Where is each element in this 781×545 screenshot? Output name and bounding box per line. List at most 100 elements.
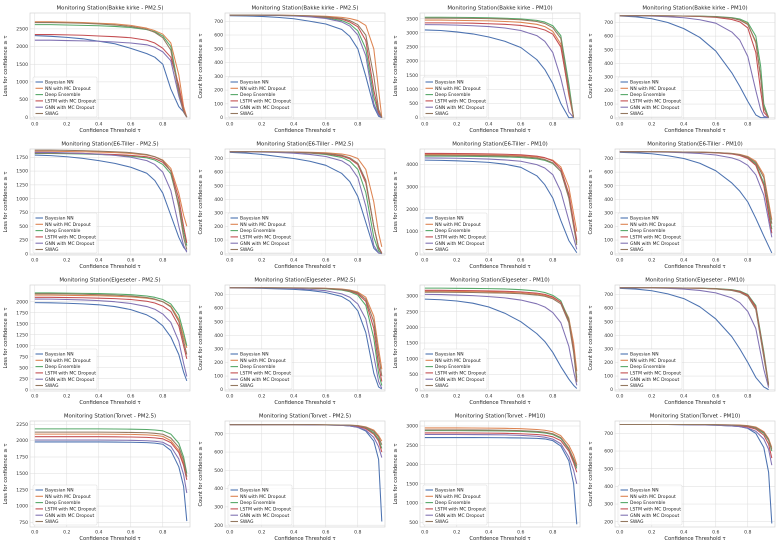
x-axis-label: Confidence Threshold τ bbox=[469, 128, 530, 134]
legend-label: Bayesian NN bbox=[240, 80, 269, 86]
legend-label: LSTM with MC Dropout bbox=[630, 99, 681, 105]
x-tick-label: 0.2 bbox=[63, 530, 70, 536]
legend-label: SWAG bbox=[435, 111, 449, 117]
y-tick-label: 700 bbox=[214, 431, 223, 437]
y-axis-label: Count for confidence ≥ τ bbox=[588, 33, 594, 98]
series-line-lstm-with-mc-dropout bbox=[34, 436, 188, 481]
chart-title: Monitoring Station(Elgeseter - PM10) bbox=[645, 278, 744, 284]
legend-label: Bayesian NN bbox=[435, 216, 464, 222]
y-tick-label: 200 bbox=[604, 88, 613, 94]
legend-label: Deep Ensemble bbox=[630, 228, 666, 234]
y-tick-label: 100 bbox=[604, 102, 613, 108]
legend-label: SWAG bbox=[435, 519, 449, 525]
x-tick-label: 0.2 bbox=[258, 530, 265, 536]
y-tick-label: 2500 bbox=[406, 309, 418, 315]
x-tick-label: 0.0 bbox=[421, 530, 428, 536]
legend-label: NN with MC Dropout bbox=[435, 494, 481, 500]
x-tick-label: 0.6 bbox=[712, 258, 719, 264]
y-tick-label: 3000 bbox=[406, 30, 418, 36]
series-line-nn-with-mc-dropout bbox=[34, 150, 188, 227]
legend-label: SWAG bbox=[435, 383, 449, 389]
x-tick-label: 0.6 bbox=[322, 122, 329, 128]
y-tick-label: 1000 bbox=[16, 343, 28, 349]
chart-title: Monitoring Station(Torvet - PM10) bbox=[650, 414, 741, 420]
y-tick-label: 1000 bbox=[16, 196, 28, 202]
chart-panel-10: 0.0 0.2 0.4 0.6 0.8 0 100 200 300 400 500 600 700 Mon… bbox=[198, 278, 386, 406]
y-tick-label: 500 bbox=[604, 47, 613, 53]
y-tick-label: 500 bbox=[19, 224, 28, 230]
legend-label: SWAG bbox=[240, 519, 254, 525]
y-tick-label: 600 bbox=[604, 170, 613, 176]
legend-label: GNN with MC Dropout bbox=[240, 105, 290, 111]
legend-label: Deep Ensemble bbox=[45, 500, 81, 506]
x-axis-label: Confidence Threshold τ bbox=[469, 536, 530, 542]
legend-label: LSTM with MC Dropout bbox=[630, 235, 681, 241]
series-line-lstm-with-mc-dropout bbox=[34, 34, 188, 118]
x-tick-label: 0.8 bbox=[744, 122, 751, 128]
x-axis-label: Confidence Threshold τ bbox=[79, 400, 140, 406]
legend-box bbox=[227, 212, 293, 254]
legend-label: Deep Ensemble bbox=[45, 228, 81, 234]
y-tick-label: 1750 bbox=[16, 310, 28, 316]
y-tick-label: 100 bbox=[214, 374, 223, 380]
y-axis-label: Loss for confidence ≥ τ bbox=[393, 444, 399, 505]
legend-box bbox=[32, 348, 98, 390]
y-tick-label: 300 bbox=[214, 74, 223, 80]
series-line-swag bbox=[229, 151, 383, 254]
series-line-swag bbox=[34, 431, 188, 477]
legend-label: LSTM with MC Dropout bbox=[240, 235, 291, 241]
x-tick-label: 0.6 bbox=[517, 258, 524, 264]
series-line-lstm-with-mc-dropout bbox=[424, 22, 575, 118]
y-axis-label: Count for confidence ≥ τ bbox=[198, 169, 204, 234]
series-line-lstm-with-mc-dropout bbox=[34, 296, 188, 360]
series-line-nn-with-mc-dropout bbox=[424, 154, 578, 232]
legend-label: Bayesian NN bbox=[240, 488, 269, 494]
legend-label: NN with MC Dropout bbox=[240, 358, 286, 364]
x-tick-label: 0.0 bbox=[31, 258, 38, 264]
y-tick-label: 300 bbox=[604, 346, 613, 352]
y-axis-label: Loss for confidence ≥ τ bbox=[393, 172, 399, 233]
x-tick-label: 0.8 bbox=[159, 394, 166, 400]
y-axis-label: Count for confidence ≥ τ bbox=[198, 305, 204, 370]
chart-panel-12: 0.0 0.2 0.4 0.6 0.8 0 100 200 300 400 500 600 700 Mon… bbox=[588, 278, 776, 406]
x-tick-label: 0.8 bbox=[354, 258, 361, 264]
y-tick-label: 400 bbox=[604, 61, 613, 67]
legend-label: SWAG bbox=[45, 111, 59, 117]
y-tick-label: 600 bbox=[214, 33, 223, 39]
y-tick-label: 1500 bbox=[16, 62, 28, 68]
chart-title: Monitoring Station(Bakke kirke - PM2.5) bbox=[57, 6, 164, 12]
legend-box bbox=[617, 76, 683, 118]
y-tick-label: 1750 bbox=[16, 155, 28, 161]
x-axis-label: Confidence Threshold τ bbox=[664, 128, 725, 134]
series-line-deep-ensemble bbox=[34, 428, 188, 474]
legend-box bbox=[32, 76, 98, 118]
x-tick-label: 0.0 bbox=[616, 394, 623, 400]
legend-label: NN with MC Dropout bbox=[630, 494, 676, 500]
y-tick-label: 400 bbox=[214, 60, 223, 66]
x-axis-label: Confidence Threshold τ bbox=[79, 264, 140, 270]
chart-title: Monitoring Station(Torvet - PM2.5) bbox=[64, 414, 156, 420]
y-tick-label: 500 bbox=[214, 468, 223, 474]
y-axis-label: Count for confidence ≥ τ bbox=[588, 305, 594, 370]
chart-panel-6: 0.0 0.2 0.4 0.6 0.8 0 100 200 300 400 500 600 700 Mon… bbox=[198, 142, 386, 270]
legend-label: Bayesian NN bbox=[45, 216, 74, 222]
y-tick-label: 0 bbox=[610, 251, 613, 257]
y-tick-label: 0 bbox=[25, 387, 28, 393]
legend-label: NN with MC Dropout bbox=[240, 222, 286, 228]
legend-label: Bayesian NN bbox=[240, 216, 269, 222]
x-tick-label: 0.6 bbox=[322, 258, 329, 264]
y-tick-label: 700 bbox=[214, 156, 223, 162]
legend-label: Bayesian NN bbox=[630, 216, 659, 222]
y-tick-label: 0 bbox=[415, 251, 418, 257]
y-tick-label: 1000 bbox=[406, 87, 418, 93]
y-tick-label: 300 bbox=[604, 210, 613, 216]
x-axis-label: Confidence Threshold τ bbox=[664, 536, 725, 542]
legend-label: GNN with MC Dropout bbox=[630, 105, 680, 111]
legend-box bbox=[227, 484, 293, 526]
legend-label: NN with MC Dropout bbox=[435, 86, 481, 92]
legend-label: Bayesian NN bbox=[45, 80, 74, 86]
legend-label: GNN with MC Dropout bbox=[240, 241, 290, 247]
y-tick-label: 700 bbox=[214, 292, 223, 298]
y-tick-label: 500 bbox=[409, 372, 418, 378]
